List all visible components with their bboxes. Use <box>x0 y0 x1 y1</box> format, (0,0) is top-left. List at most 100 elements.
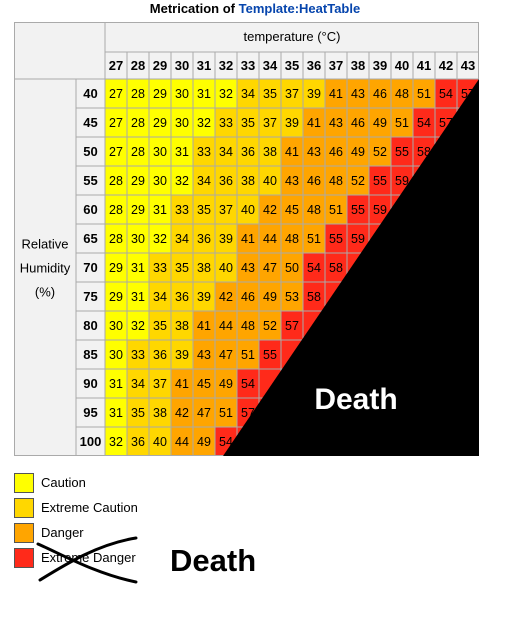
heat-value: 36 <box>241 145 255 159</box>
heat-value: 33 <box>131 348 145 362</box>
heat-cell <box>171 398 193 427</box>
temperature-tick: 34 <box>263 58 278 73</box>
heat-cell <box>259 79 281 108</box>
heat-cell <box>325 253 347 282</box>
heat-value: 58 <box>329 261 343 275</box>
humidity-tick: 65 <box>83 231 97 246</box>
heat-cell <box>347 137 369 166</box>
heat-cell <box>215 166 237 195</box>
heat-cell <box>237 282 259 311</box>
heat-cell <box>391 108 413 137</box>
heat-value: 27 <box>109 145 123 159</box>
temperature-tick: 35 <box>285 58 299 73</box>
heat-value: 52 <box>373 145 387 159</box>
heat-cell <box>105 108 127 137</box>
heat-value: 32 <box>153 232 167 246</box>
heat-cell <box>237 79 259 108</box>
heat-value: 31 <box>131 261 145 275</box>
heat-cell <box>259 224 281 253</box>
heat-cell <box>127 427 149 456</box>
heat-value: 46 <box>373 87 387 101</box>
heat-value: 54 <box>439 87 453 101</box>
heat-value: 35 <box>131 406 145 420</box>
heat-value: 36 <box>175 290 189 304</box>
heat-value: 46 <box>351 116 365 130</box>
heat-cell <box>369 79 391 108</box>
heat-cell <box>325 79 347 108</box>
heat-value: 48 <box>285 232 299 246</box>
heat-cell <box>193 311 215 340</box>
heat-value: 40 <box>263 174 277 188</box>
legend-swatch-extreme-caution <box>14 498 34 518</box>
heat-cell <box>127 224 149 253</box>
heat-value: 27 <box>109 87 123 101</box>
heat-value: 36 <box>153 348 167 362</box>
heat-cell <box>105 166 127 195</box>
heat-cell <box>127 253 149 282</box>
heat-value: 32 <box>175 174 189 188</box>
temperature-tick: 39 <box>373 58 387 73</box>
heat-value: 28 <box>131 116 145 130</box>
template-heattable-link[interactable]: Template:HeatTable <box>238 1 361 16</box>
heat-cell <box>303 137 325 166</box>
heat-value: 43 <box>351 87 365 101</box>
heat-value: 36 <box>197 232 211 246</box>
heat-value: 51 <box>307 232 321 246</box>
temperature-tick: 28 <box>131 58 145 73</box>
heat-cell <box>281 79 303 108</box>
heat-value: 54 <box>307 261 321 275</box>
temperature-tick: 40 <box>395 58 409 73</box>
heat-cell <box>105 427 127 456</box>
table-rowheader-bg <box>14 79 105 456</box>
heat-value: 53 <box>285 290 299 304</box>
heat-cell <box>215 108 237 137</box>
heat-value: 47 <box>197 406 211 420</box>
heat-cell <box>259 340 281 369</box>
heat-value: 29 <box>153 116 167 130</box>
heat-cell <box>237 253 259 282</box>
heat-value: 29 <box>131 203 145 217</box>
heat-value: 31 <box>153 203 167 217</box>
heat-cell <box>215 79 237 108</box>
heat-cell <box>127 340 149 369</box>
legend-label-caution: Caution <box>41 475 86 490</box>
heat-value: 43 <box>329 116 343 130</box>
heat-value: 43 <box>307 145 321 159</box>
heat-cell <box>193 427 215 456</box>
heat-value: 58 <box>307 290 321 304</box>
heat-value: 49 <box>263 290 277 304</box>
heat-cell <box>105 311 127 340</box>
heat-value: 43 <box>241 261 255 275</box>
heat-value: 55 <box>329 232 343 246</box>
humidity-header: (%) <box>35 285 55 300</box>
temperature-tick: 42 <box>439 58 453 73</box>
heat-cell <box>391 137 413 166</box>
heat-cell <box>171 79 193 108</box>
heat-cell <box>259 108 281 137</box>
legend-label-extreme-danger: Extreme Danger <box>41 550 136 565</box>
heat-cell <box>413 108 435 137</box>
heat-cell <box>127 369 149 398</box>
heat-value: 34 <box>219 145 233 159</box>
heat-value: 28 <box>109 232 123 246</box>
heat-value: 44 <box>175 435 189 449</box>
heat-cell <box>193 79 215 108</box>
heat-value: 41 <box>285 145 299 159</box>
humidity-tick: 60 <box>83 202 97 217</box>
heat-cell <box>347 224 369 253</box>
heat-cell <box>105 398 127 427</box>
heat-value: 32 <box>219 87 233 101</box>
heat-cell <box>281 137 303 166</box>
humidity-tick: 75 <box>83 289 97 304</box>
heat-cell <box>325 224 347 253</box>
heat-cell <box>193 282 215 311</box>
legend-swatch-extreme-danger <box>14 548 34 568</box>
heat-value: 34 <box>241 87 255 101</box>
heat-cell <box>215 137 237 166</box>
heat-value: 34 <box>175 232 189 246</box>
heat-cell <box>369 137 391 166</box>
heat-value: 30 <box>131 232 145 246</box>
heat-value: 51 <box>219 406 233 420</box>
heat-cell <box>105 224 127 253</box>
heat-cell <box>303 108 325 137</box>
